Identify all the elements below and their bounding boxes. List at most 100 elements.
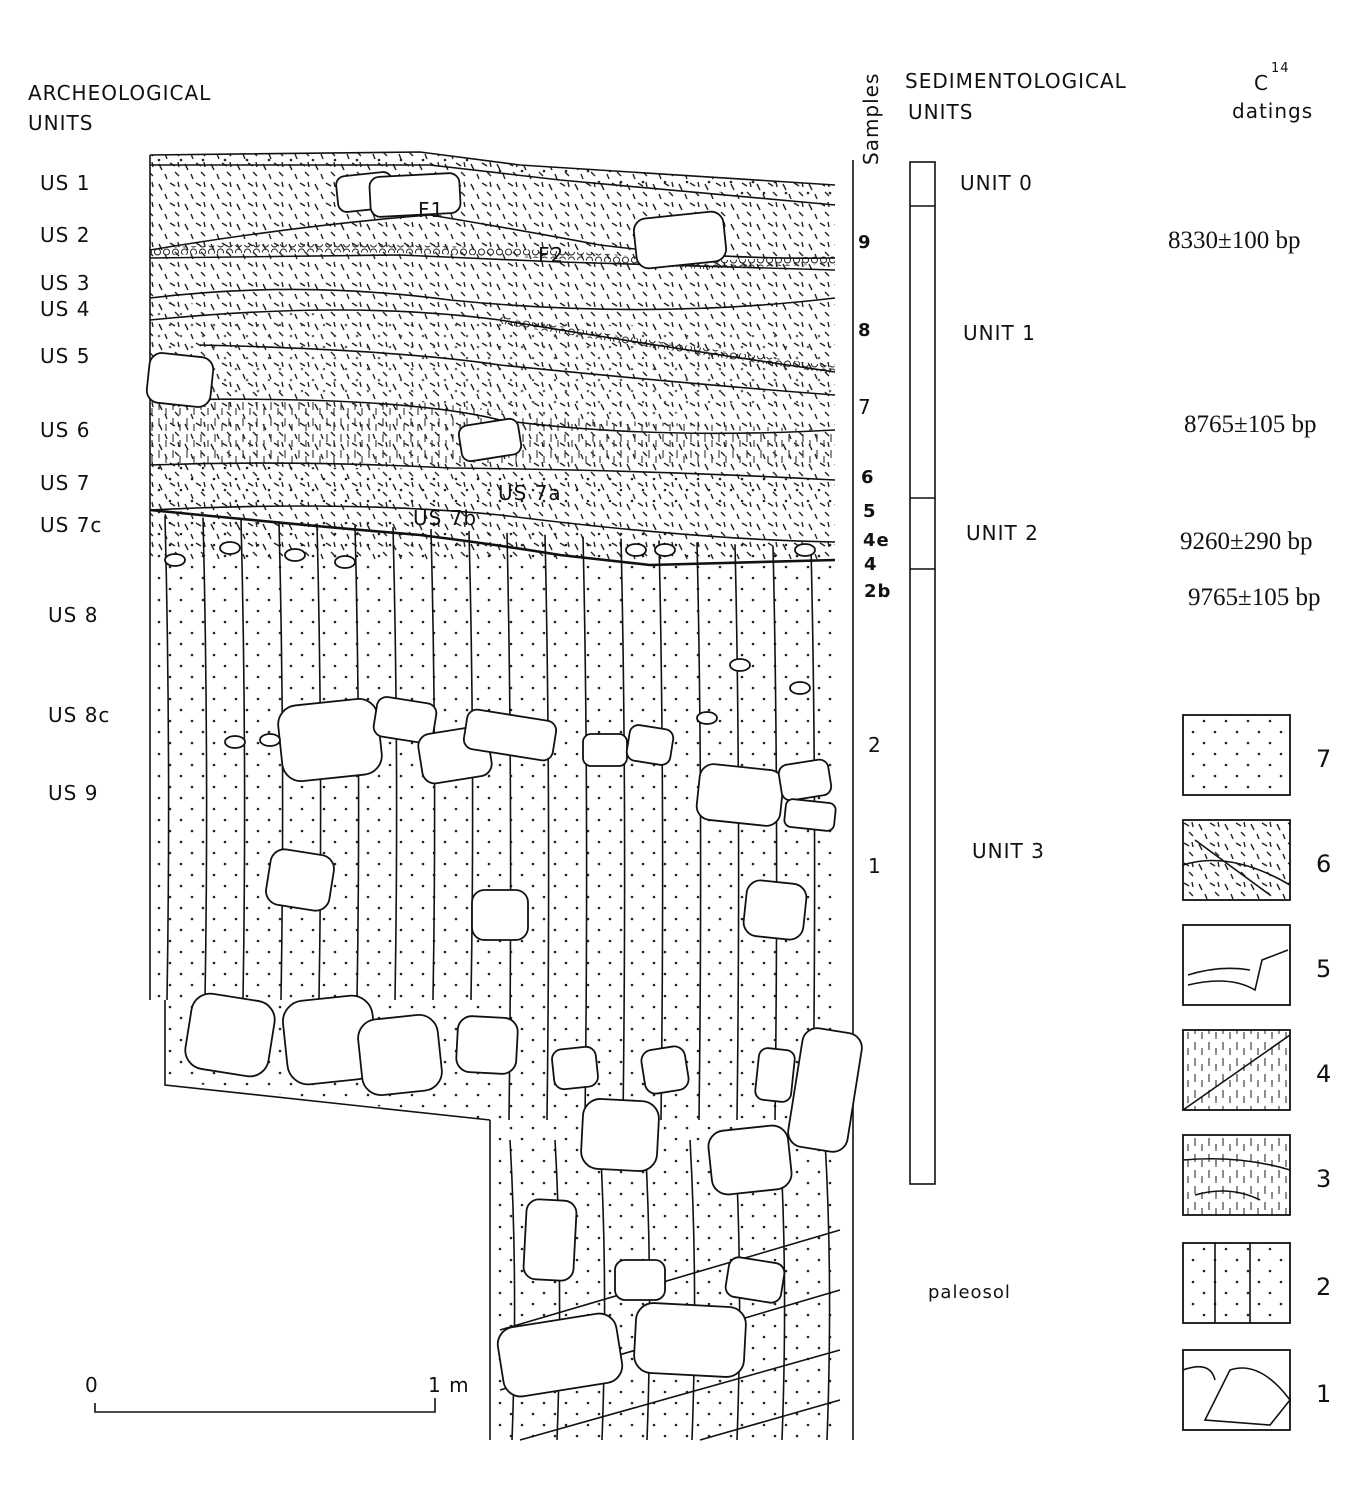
archeological-unit: US 3 <box>40 271 90 295</box>
archeological-unit: US 5 <box>40 344 90 368</box>
header: SEDIMENTOLOGICAL <box>905 69 1127 93</box>
boulder <box>357 1014 443 1096</box>
section-label: US 7b <box>413 506 477 530</box>
legend-label: 5 <box>1316 955 1332 983</box>
legend-detail <box>1187 949 1289 992</box>
boulder <box>695 763 785 827</box>
boulder <box>754 1047 796 1103</box>
sedimentological-column <box>909 161 936 1185</box>
legend-swatch <box>1182 714 1291 796</box>
sample: 9 <box>858 232 872 253</box>
archeological-unit: US 9 <box>48 781 98 805</box>
legend-swatch <box>1182 1349 1291 1431</box>
pebble <box>334 555 356 569</box>
pebble <box>284 548 306 562</box>
sample: 1 <box>868 854 882 878</box>
boulder <box>522 1198 578 1282</box>
sample: 2 <box>868 733 882 757</box>
section-label: F1 <box>418 198 444 222</box>
column-line <box>554 1139 561 1441</box>
archeological-unit: US 4 <box>40 297 90 321</box>
section-label: US 7a <box>498 481 562 505</box>
boulder <box>368 172 462 218</box>
pebble <box>259 733 281 747</box>
legend-label: 1 <box>1316 1380 1332 1408</box>
boulder <box>724 1256 786 1304</box>
boulder <box>632 210 728 270</box>
dating: 9260±290 bp <box>1180 528 1312 555</box>
legend-detail <box>1182 1034 1291 1111</box>
dating: 8330±100 bp <box>1168 227 1300 254</box>
legend-label: 3 <box>1316 1165 1332 1193</box>
column-line <box>240 519 246 1001</box>
column-line <box>824 1139 831 1441</box>
sample: 4e <box>863 530 890 551</box>
legend-swatch <box>1182 1029 1291 1111</box>
archeological-unit: US 7c <box>40 513 102 537</box>
sedimentological-unit: paleosol <box>928 1282 1011 1303</box>
boulder <box>457 417 523 463</box>
sedimentological-unit: UNIT 2 <box>966 521 1039 545</box>
dating: 9765±105 bp <box>1188 584 1320 611</box>
boulder <box>372 696 438 744</box>
sample: 8 <box>858 320 872 341</box>
column-line <box>509 1139 516 1441</box>
column-line <box>392 527 398 1001</box>
sedimentological-unit: UNIT 3 <box>972 839 1045 863</box>
archeological-unit: US 6 <box>40 418 90 442</box>
boulder <box>777 758 833 802</box>
boulder <box>707 1124 793 1196</box>
column-line <box>599 1139 606 1441</box>
legend-swatch <box>1182 1134 1291 1216</box>
pebble <box>729 658 751 672</box>
section-label: F2 <box>538 243 564 267</box>
scale-label: 0 <box>85 1373 99 1397</box>
legend-swatch <box>1182 819 1291 901</box>
header: datings <box>1232 99 1313 123</box>
header: 14 <box>1271 61 1290 76</box>
legend-detail <box>1182 1157 1291 1201</box>
boulder <box>625 724 675 766</box>
header: ARCHEOLOGICAL <box>28 81 211 105</box>
legend-swatch <box>1182 1242 1291 1324</box>
pebble <box>625 543 647 557</box>
boulder <box>496 1312 624 1398</box>
header: UNITS <box>908 100 973 124</box>
archeological-unit: US 2 <box>40 223 90 247</box>
sedimentological-unit: UNIT 1 <box>963 321 1036 345</box>
boulder <box>471 889 529 941</box>
sample: 4 <box>864 554 878 575</box>
legend-detail <box>1182 839 1291 896</box>
boulder <box>614 1259 666 1301</box>
pebble <box>696 711 718 725</box>
column-line <box>658 540 664 1121</box>
column-line <box>164 515 170 1001</box>
boulder <box>462 708 558 762</box>
legend-detail <box>1214 1243 1251 1323</box>
column-line <box>544 534 550 1121</box>
header: UNITS <box>28 111 93 135</box>
pebble <box>794 543 816 557</box>
archeological-unit: US 8c <box>48 703 110 727</box>
boulder <box>265 848 335 912</box>
boulder <box>277 697 383 783</box>
header: C <box>1254 71 1269 95</box>
boulder <box>742 879 808 941</box>
sample: 5 <box>863 501 877 522</box>
section-drawing <box>145 151 863 1441</box>
boulder <box>455 1015 519 1075</box>
boulder <box>787 1027 863 1153</box>
boulder <box>580 1098 660 1172</box>
column-line <box>620 538 626 1121</box>
sample: 2b <box>864 581 891 602</box>
legend-swatch <box>1182 924 1291 1006</box>
pebble <box>164 553 186 567</box>
pebble <box>224 735 246 749</box>
dating: 8765±105 bp <box>1184 411 1316 438</box>
header: Samples <box>859 73 883 165</box>
sedimentological-unit: UNIT 0 <box>960 171 1033 195</box>
column-line <box>689 1139 696 1441</box>
archeological-unit: US 1 <box>40 171 90 195</box>
scale-label: 1 m <box>428 1373 470 1397</box>
